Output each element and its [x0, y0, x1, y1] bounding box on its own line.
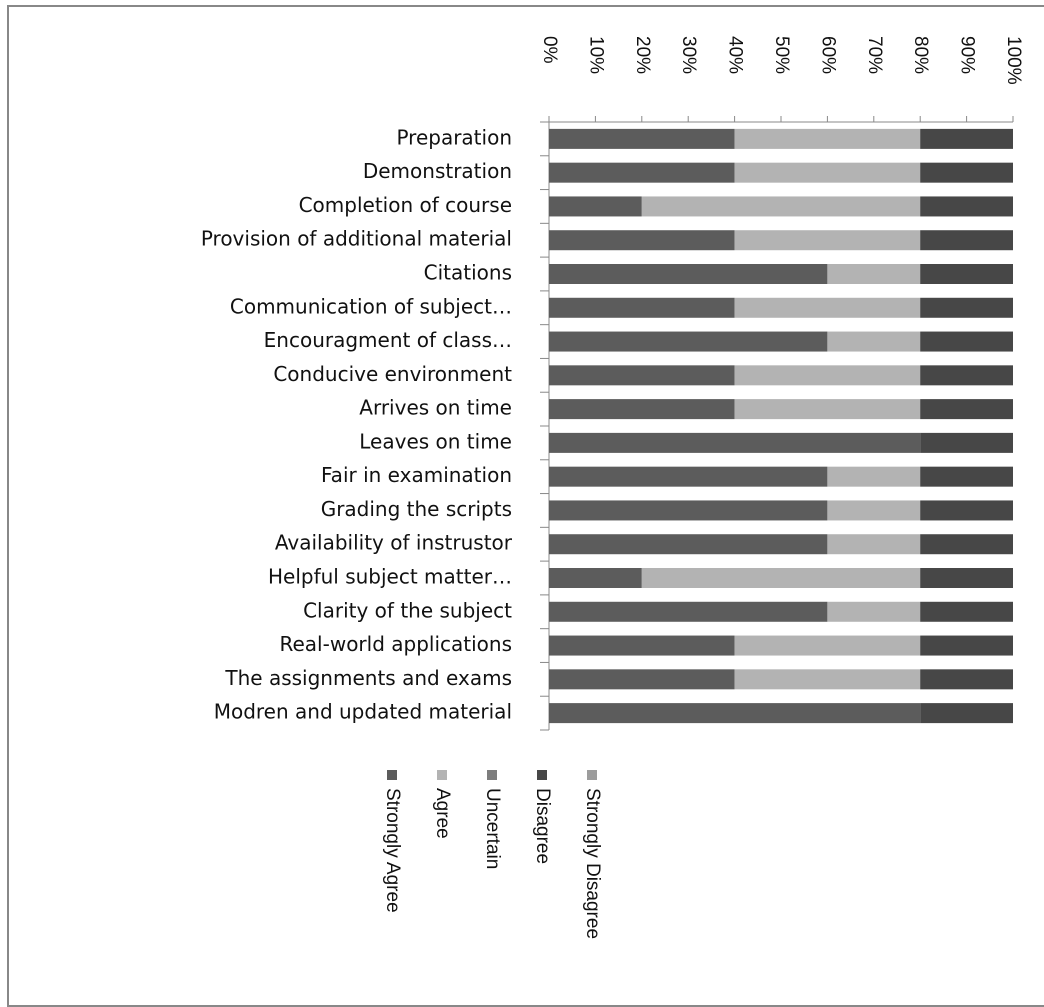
- bar-segment: [549, 264, 828, 284]
- bar-segment: [920, 568, 1013, 588]
- y-tick-label: Grading the scripts: [321, 497, 512, 521]
- bar-segment: [920, 601, 1013, 622]
- x-tick-label: 0%: [539, 36, 560, 64]
- bar-segment: [920, 128, 1013, 149]
- y-tick-label: Clarity of the subject: [303, 598, 512, 622]
- y-tick-label: Conducive environment: [273, 362, 512, 386]
- bar-segment: [641, 196, 921, 217]
- bar-segment: [920, 399, 1013, 420]
- y-tick-label: The assignments and exams: [224, 666, 512, 690]
- y-tick-label: Provision of additional material: [201, 227, 512, 251]
- bar-segment: [827, 534, 921, 555]
- legend-label: Agree: [432, 788, 453, 839]
- y-tick-label: Citations: [424, 261, 512, 285]
- legend-label: Strongly Disagree: [582, 788, 603, 939]
- y-tick-label: Preparation: [396, 125, 512, 149]
- bar-segment: [827, 264, 921, 284]
- bar-segment: [920, 297, 1013, 318]
- y-tick-label: Demonstration: [363, 159, 512, 183]
- bar-segment: [549, 365, 735, 386]
- bar-segment: [549, 230, 735, 251]
- x-tick-label: 90%: [957, 36, 978, 74]
- y-tick-label: Completion of course: [299, 193, 512, 217]
- bar-segment: [549, 601, 828, 622]
- bar-segment: [734, 230, 921, 251]
- y-tick-label: Arrives on time: [359, 396, 512, 420]
- legend-label: Uncertain: [482, 788, 503, 869]
- bar-segment: [827, 601, 921, 622]
- legend-swatch: [537, 770, 547, 780]
- bar-segment: [734, 669, 921, 690]
- bar-segment: [920, 264, 1013, 284]
- y-tick-label: Availability of instrustor: [275, 531, 513, 555]
- bar-segment: [920, 500, 1013, 521]
- y-tick-label: Helpful subject matter…: [268, 565, 512, 589]
- bar-segment: [549, 399, 735, 420]
- legend-label: Disagree: [532, 788, 553, 864]
- bar-segment: [920, 703, 1013, 724]
- bar-segment: [549, 162, 735, 183]
- bar-segment: [734, 128, 921, 149]
- bar-segment: [734, 162, 921, 183]
- bar-segment: [549, 568, 642, 588]
- bar-segment: [827, 331, 921, 352]
- bar-segment: [549, 635, 735, 656]
- chart-frame: [7, 5, 1044, 1007]
- bar-segment: [549, 669, 735, 690]
- bar-segment: [827, 500, 921, 521]
- bar-segment: [920, 669, 1013, 690]
- bar-segment: [641, 568, 921, 588]
- bar-segment: [734, 365, 921, 386]
- bar-segment: [920, 534, 1013, 555]
- bar-segment: [920, 196, 1013, 217]
- bar-segment: [920, 230, 1013, 251]
- x-tick-label: 100%: [1003, 36, 1024, 85]
- x-tick-label: 50%: [771, 36, 792, 74]
- legend-label: Strongly Agree: [382, 788, 403, 913]
- legend-swatch: [487, 770, 497, 780]
- x-tick-label: 40%: [725, 36, 746, 74]
- bar-segment: [549, 500, 828, 521]
- y-tick-label: Real-world applications: [280, 632, 513, 656]
- bar-segment: [827, 466, 921, 487]
- x-tick-label: 10%: [585, 36, 606, 74]
- bar-segment: [549, 297, 735, 318]
- x-tick-label: 70%: [864, 36, 885, 74]
- bar-segment: [734, 399, 921, 420]
- bar-segment: [549, 703, 921, 724]
- y-tick-label: Modren and updated material: [214, 700, 512, 724]
- x-tick-label: 60%: [817, 36, 838, 74]
- legend-swatch: [387, 770, 397, 780]
- legend-swatch: [437, 770, 447, 780]
- bar-segment: [549, 331, 828, 352]
- bar-segment: [920, 365, 1013, 386]
- bar-segment: [549, 534, 828, 555]
- bar-segment: [549, 432, 921, 453]
- y-tick-label: Fair in examination: [321, 463, 512, 487]
- bar-segment: [920, 635, 1013, 656]
- bar-segment: [549, 466, 828, 487]
- y-tick-label: Communication of subject…: [230, 294, 512, 318]
- bar-segment: [549, 128, 735, 149]
- bar-segment: [734, 297, 921, 318]
- bar-segment: [549, 196, 642, 217]
- bar-segment: [920, 432, 1013, 453]
- x-tick-label: 80%: [910, 36, 931, 74]
- bar-segment: [920, 331, 1013, 352]
- bar-segment: [734, 635, 921, 656]
- bar-segment: [920, 466, 1013, 487]
- y-tick-label: Encouragment of class…: [264, 328, 512, 352]
- y-tick-label: Leaves on time: [359, 429, 512, 453]
- legend-swatch: [587, 770, 597, 780]
- bar-segment: [920, 162, 1013, 183]
- x-tick-label: 20%: [632, 36, 653, 74]
- x-tick-label: 30%: [678, 36, 699, 74]
